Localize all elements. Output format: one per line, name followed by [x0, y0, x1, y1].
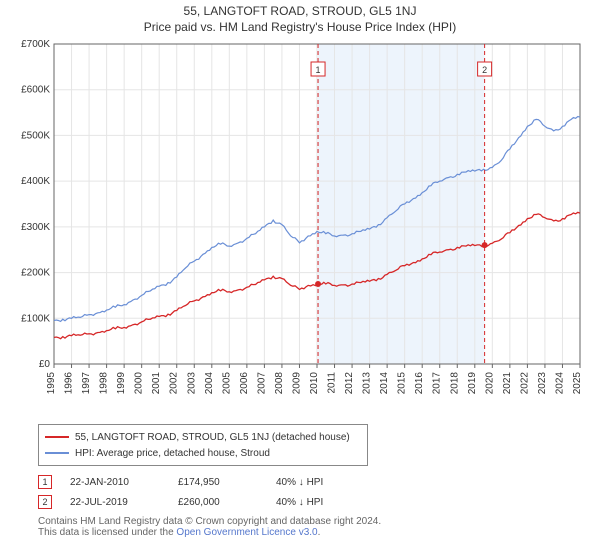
y-tick-label: £500K: [21, 130, 50, 141]
x-tick-label: 2000: [134, 372, 145, 395]
sale-vs-hpi: 40% ↓ HPI: [276, 497, 323, 508]
sale-price: £260,000: [178, 497, 258, 508]
x-tick-label: 1996: [64, 372, 75, 395]
x-tick-label: 1999: [116, 372, 127, 395]
chart-subtitle: Price paid vs. HM Land Registry's House …: [0, 18, 600, 38]
x-tick-label: 2024: [554, 372, 565, 395]
x-tick-label: 2017: [432, 372, 443, 395]
x-tick-label: 2011: [327, 372, 338, 394]
legend-swatch: [45, 452, 69, 454]
y-tick-label: £600K: [21, 85, 50, 96]
sale-date: 22-JAN-2010: [70, 477, 160, 488]
sale-price: £174,950: [178, 477, 258, 488]
y-tick-label: £400K: [21, 176, 50, 187]
x-tick-label: 2025: [572, 372, 583, 395]
footer-attribution: Contains HM Land Registry data © Crown c…: [38, 516, 590, 538]
sales-table: 1 22-JAN-2010 £174,950 40% ↓ HPI 2 22-JUL-201…: [38, 472, 590, 512]
x-tick-label: 2016: [414, 372, 425, 395]
x-tick-label: 2007: [256, 372, 267, 395]
sale-row: 1 22-JAN-2010 £174,950 40% ↓ HPI: [38, 472, 590, 492]
line-chart-svg: £0 £100K £200K £300K £400K £500K £600K £700K 199…: [10, 38, 590, 418]
x-tick-label: 2022: [519, 372, 530, 395]
x-tick-label: 2005: [221, 372, 232, 395]
legend-label: 55, LANGTOFT ROAD, STROUD, GL5 1NJ (deta…: [75, 432, 350, 443]
legend-item: HPI: Average price, detached house, Stro…: [45, 445, 361, 461]
x-tick-label: 2021: [502, 372, 513, 395]
sale-row: 2 22-JUL-2019 £260,000 40% ↓ HPI: [38, 492, 590, 512]
sale-marker-dot-1: [315, 281, 321, 287]
sale-marker-number-2: 2: [482, 65, 487, 75]
sale-marker-dot-2: [482, 242, 488, 248]
sale-row-marker: 1: [38, 475, 52, 489]
x-tick-label: 2009: [291, 372, 302, 395]
sale-date: 22-JUL-2019: [70, 497, 160, 508]
x-tick-label: 2023: [537, 372, 548, 395]
x-tick-label: 2003: [186, 372, 197, 395]
y-tick-label: £300K: [21, 222, 50, 233]
footer-text-2: This data is licensed under the Open Gov…: [38, 527, 320, 538]
legend-label: HPI: Average price, detached house, Stro…: [75, 448, 270, 459]
y-tick-label: £100K: [21, 313, 50, 324]
shaded-sale-period: [318, 44, 485, 364]
legend: 55, LANGTOFT ROAD, STROUD, GL5 1NJ (deta…: [38, 424, 368, 466]
chart-plot-area: £0 £100K £200K £300K £400K £500K £600K £700K 199…: [10, 38, 590, 418]
x-tick-label: 2006: [239, 372, 250, 395]
x-tick-label: 2012: [344, 372, 355, 395]
x-tick-label: 2018: [449, 372, 460, 395]
x-tick-label: 2001: [151, 372, 162, 395]
legend-item: 55, LANGTOFT ROAD, STROUD, GL5 1NJ (deta…: [45, 429, 361, 445]
x-tick-label: 2014: [379, 372, 390, 395]
x-tick-label: 2019: [467, 372, 478, 395]
legend-swatch: [45, 436, 69, 438]
y-tick-label: £700K: [21, 39, 50, 50]
x-tick-label: 2010: [309, 372, 320, 395]
x-tick-label: 2002: [169, 372, 180, 395]
x-tick-label: 2015: [397, 372, 408, 395]
sale-vs-hpi: 40% ↓ HPI: [276, 477, 323, 488]
sale-marker-number-1: 1: [316, 65, 321, 75]
license-link[interactable]: Open Government Licence v3.0: [176, 527, 317, 538]
x-tick-label: 1998: [99, 372, 110, 395]
footer-text: Contains HM Land Registry data © Crown c…: [38, 516, 381, 527]
x-tick-label: 2004: [204, 372, 215, 395]
x-tick-label: 1995: [46, 372, 57, 395]
x-tick-label: 2013: [362, 372, 373, 395]
chart-container: 55, LANGTOFT ROAD, STROUD, GL5 1NJ Price…: [0, 0, 600, 560]
y-tick-label: £200K: [21, 268, 50, 279]
sale-row-marker: 2: [38, 495, 52, 509]
x-tick-label: 2020: [484, 372, 495, 395]
x-tick-label: 1997: [81, 372, 92, 395]
chart-title: 55, LANGTOFT ROAD, STROUD, GL5 1NJ: [0, 0, 600, 18]
x-tick-label: 2008: [274, 372, 285, 395]
y-tick-label: £0: [39, 359, 51, 370]
